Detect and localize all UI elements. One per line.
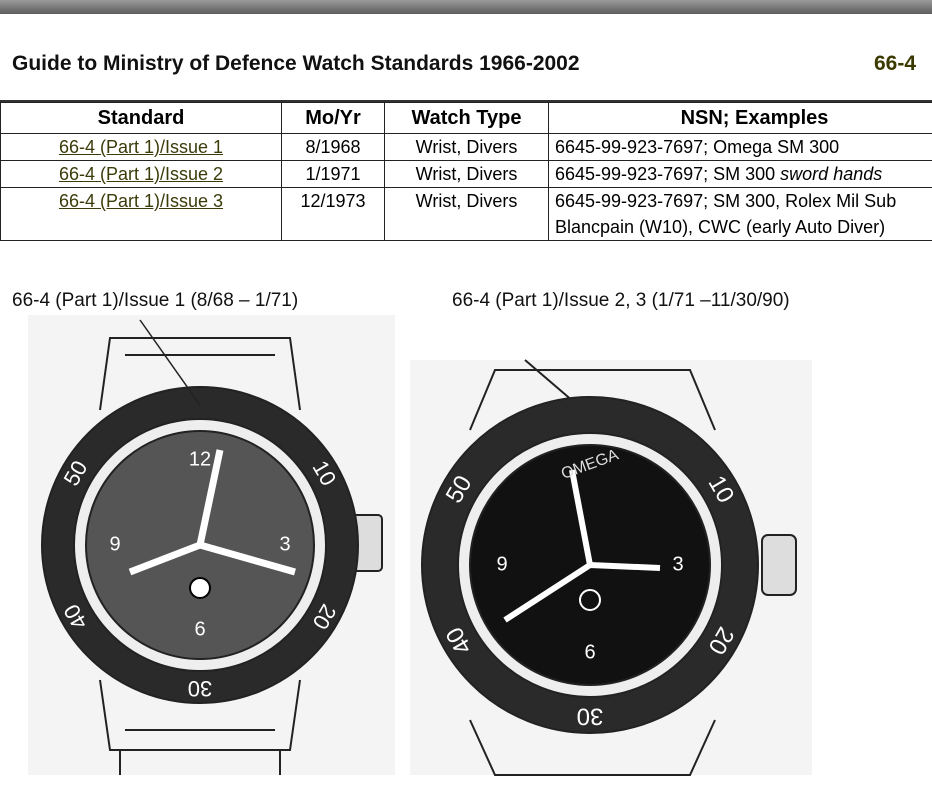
nsn-text: 6645-99-923-7697; SM 300 [555, 164, 781, 184]
header-code: 66-4 [874, 52, 917, 75]
watch-right [410, 359, 812, 776]
figure-caption: 66-4 (Part 1)/Issue 1 (8/68 – 1/71) [12, 290, 299, 311]
column-header: Watch Type [384, 102, 549, 134]
table-wrap: Standard Mo/Yr Watch Type NSN; Examples 66-… [0, 100, 932, 250]
standard-link[interactable]: 66-4 (Part 1)/Issue 3 [58, 191, 224, 211]
bezel-number: 30 [188, 676, 212, 701]
nsn-text: Blancpain (W10), CWC (early Auto Diver) [555, 217, 886, 237]
type-cell: Wrist, Divers [384, 187, 549, 241]
nsn-cell: 6645-99-923-7697; Omega SM 300 [548, 133, 932, 161]
column-header: NSN; Examples [548, 102, 932, 134]
table-row: 66-4 (Part 1)/Issue 2 1/1971 Wrist, Divers… [0, 160, 932, 188]
nsn-cell: 6645-99-923-7697; SM 300, Rolex Mil Sub B… [548, 187, 932, 241]
standards-table: Standard Mo/Yr Watch Type NSN; Examples 66-… [0, 102, 932, 241]
standard-link[interactable]: 66-4 (Part 1)/Issue 2 [58, 164, 224, 184]
standard-cell: 66-4 (Part 1)/Issue 1 [0, 133, 282, 161]
dial-number: 6 [194, 618, 205, 640]
bezel-number: 30 [577, 703, 604, 730]
dial-number: 6 [584, 641, 595, 663]
type-cell: Wrist, Divers [384, 160, 549, 188]
table-body: 66-4 (Part 1)/Issue 1 8/1968 Wrist, Divers… [0, 133, 932, 241]
table-row: 66-4 (Part 1)/Issue 1 8/1968 Wrist, Divers… [0, 133, 932, 161]
window-bar [0, 0, 932, 14]
type-cell: Wrist, Divers [384, 133, 549, 161]
date-cell: 12/1973 [281, 187, 385, 241]
header-rule [0, 100, 932, 102]
date-cell: 1/1971 [281, 160, 385, 188]
header-row: Standard Mo/Yr Watch Type NSN; Examples [0, 102, 932, 134]
column-header: Mo/Yr [281, 102, 385, 134]
dial-number: 9 [496, 553, 507, 575]
dial-number: 9 [109, 533, 120, 555]
nsn-text: sword hands [780, 164, 883, 184]
table-row: 66-4 (Part 1)/Issue 3 12/1973 Wrist, Diver… [0, 187, 932, 241]
dial-number: 12 [189, 448, 211, 470]
watch-left [28, 315, 395, 775]
nsn-text: 6645-99-923-7697; SM 300, Rolex Mil Sub [555, 191, 897, 211]
date-cell: 8/1968 [281, 133, 385, 161]
standard-cell: 66-4 (Part 1)/Issue 2 [0, 160, 282, 188]
dial-number: 3 [279, 533, 290, 555]
dial-number: 3 [672, 553, 683, 575]
header-title: Guide to Ministry of Defence Watch Stand… [12, 52, 580, 75]
nsn-text: 6645-99-923-7697; Omega SM 300 [555, 137, 840, 157]
standard-link[interactable]: 66-4 (Part 1)/Issue 1 [58, 137, 224, 157]
figure-caption: 66-4 (Part 1)/Issue 2, 3 (1/71 –11/30/90… [452, 290, 790, 311]
nsn-cell: 6645-99-923-7697; SM 300 sword hands [548, 160, 932, 188]
standard-cell: 66-4 (Part 1)/Issue 3 [0, 187, 282, 241]
column-header: Standard [0, 102, 282, 134]
